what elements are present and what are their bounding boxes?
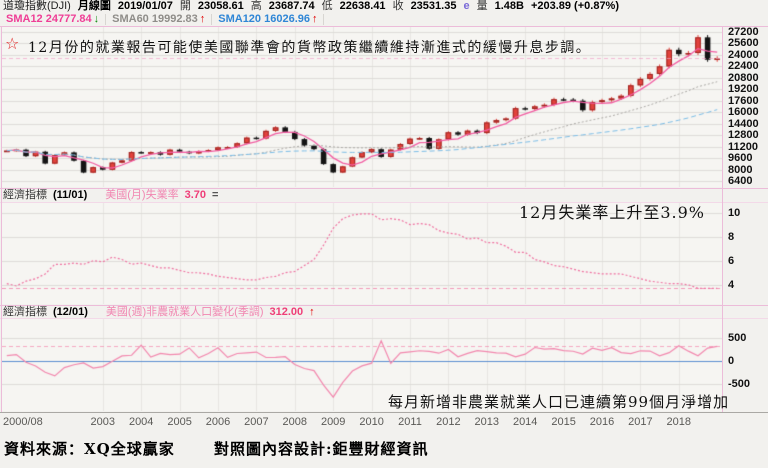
y-axis-tick-label: 25600: [728, 37, 759, 50]
x-axis-tick-label: 2017: [628, 416, 653, 428]
low-label: 低: [321, 0, 333, 12]
price-y-axis: 27200 25600 24000 22400 20800 19200 17600 16000…: [724, 26, 768, 188]
volume-value: 1.48B: [494, 0, 524, 12]
close-value: 23531.35: [410, 0, 457, 12]
payroll-indicator-name[interactable]: 美國(週)非農就業人口變化(季調): [105, 306, 264, 318]
y-axis-tick-label: 10: [728, 206, 741, 219]
y-axis-tick-label: 8000: [728, 163, 753, 176]
sma12-legend[interactable]: SMA12 24777.84 ↓: [0, 13, 107, 25]
x-axis-tick-label: 2000/08: [3, 416, 43, 428]
x-axis-tick-label: 2013: [474, 416, 500, 428]
x-axis-tick-label: 2015: [551, 416, 576, 428]
y-axis-tick-label: 24000: [728, 48, 759, 61]
close-label: 收: [392, 0, 404, 12]
panel-border-line: [0, 26, 768, 27]
x-axis-tick-label: 2008: [282, 416, 308, 428]
panel-border-line: [0, 202, 768, 203]
y-axis-tick-label: 11200: [728, 140, 758, 153]
y-axis-tick-label: 12800: [728, 129, 759, 142]
sma120-legend[interactable]: SMA120 16026.96 ↑: [212, 13, 325, 25]
sma60-value: SMA60 19992.83: [112, 13, 198, 25]
x-axis-tick-label: 2007: [244, 416, 269, 428]
axis-line: [0, 412, 768, 413]
high-value: 23687.74: [268, 0, 315, 12]
x-axis-tick-label: 2016: [589, 416, 615, 428]
open-label: 開: [179, 0, 191, 12]
y-axis-tick-label: 9600: [728, 152, 753, 165]
x-axis-tick-label: 2018: [666, 416, 692, 428]
period-label[interactable]: 月線圖: [77, 0, 111, 12]
y-axis-tick-label: 500: [728, 331, 747, 344]
sma120-value: SMA120 16026.96: [218, 13, 310, 25]
y-axis-tick-label: 16000: [728, 106, 759, 119]
unemployment-annotation: 12月失業率上升至3.9%: [519, 203, 706, 222]
moving-average-bar: SMA12 24777.84 ↓ SMA60 19992.83 ↑ SMA120…: [0, 13, 768, 26]
up-arrow-icon: ↑: [309, 306, 315, 318]
x-axis-tick-label: 2004: [128, 416, 154, 428]
x-axis-tick-label: 2003: [90, 416, 116, 428]
x-axis-tick-label: 2009: [320, 416, 346, 428]
payroll-canvas[interactable]: [2, 319, 722, 411]
unemployment-canvas[interactable]: [2, 203, 722, 304]
volume-label: 量: [476, 0, 488, 12]
open-value: 23058.61: [197, 0, 244, 12]
main-annotation: 12月份的就業報告可能使美國聯準會的貨幣政策繼續維持漸進式的緩慢升息步調。: [28, 40, 592, 56]
quote-date: 2019/01/07: [117, 0, 173, 12]
payroll-value: 312.00: [269, 306, 304, 318]
indicator-date: (12/01): [53, 306, 88, 318]
star-icon: ☆: [5, 36, 20, 53]
symbol-name: 道瓊指數(DJI): [3, 0, 71, 12]
main-price-canvas[interactable]: [2, 27, 722, 187]
x-axis-tick-label: 2014: [512, 416, 538, 428]
y-axis-tick-label: 0: [728, 354, 735, 367]
y-axis-tick-label: 6: [728, 254, 735, 267]
y-axis-tick-label: -500: [728, 378, 751, 391]
quote-bar: 道瓊指數(DJI) 月線圖 2019/01/07 開 23058.61 高 23…: [0, 0, 768, 13]
high-label: 高: [250, 0, 262, 12]
sma12-value: SMA12 24777.84: [6, 13, 92, 25]
indicator-panel-title: 經濟指標: [3, 189, 47, 201]
x-axis-tick-label: 2012: [436, 416, 461, 428]
panel-border-line: [0, 188, 768, 189]
payroll-panel-header: 經濟指標 (12/01) 美國(週)非農就業人口變化(季調) 312.00 ↑: [0, 306, 725, 319]
y-axis-tick-label: 27200: [728, 26, 759, 39]
y-axis-tick-label: 6400: [728, 175, 753, 188]
flat-arrow-icon: =: [212, 189, 219, 201]
x-axis-tick-label: 2011: [398, 416, 422, 428]
y-axis-tick-label: 20800: [728, 71, 759, 84]
y-axis-tick-label: 19200: [728, 83, 759, 96]
x-axis-tick-label: 2010: [359, 416, 384, 428]
time-x-axis: 2000/08 2003 2004 2005 2006 2007 2008 2009 2010 2…: [0, 415, 768, 430]
y-axis-tick-label: 14400: [728, 117, 759, 130]
indicator-date: (11/01): [53, 189, 88, 201]
payroll-annotation: 每月新增非農業就業人口已連續第99個月淨增加: [388, 393, 730, 411]
design-credit: 對照圖內容設計:鉅豐財經資訊: [214, 440, 429, 458]
unemployment-indicator-name[interactable]: 美國(月)失業率: [105, 189, 179, 201]
down-arrow-icon: ↓: [93, 13, 100, 25]
change-value: +203.89 (+0.87%): [530, 0, 620, 12]
y-axis-tick-label: 4: [728, 278, 735, 291]
low-value: 22638.41: [339, 0, 386, 12]
y-axis-tick-label: 17600: [728, 94, 759, 107]
estimate-flag: e: [463, 0, 470, 12]
panel-border-line: [0, 305, 768, 306]
up-arrow-icon: ↑: [199, 13, 206, 25]
unemployment-value: 3.70: [184, 189, 206, 201]
indicator-panel-title: 經濟指標: [3, 306, 47, 318]
x-axis-tick-label: 2005: [167, 416, 192, 428]
panel-border-line: [1, 26, 2, 412]
unemployment-panel-header: 經濟指標 (11/01) 美國(月)失業率 3.70 =: [0, 189, 725, 202]
y-axis-tick-label: 8: [728, 230, 735, 243]
unemployment-y-axis: 10 8 6 4: [724, 203, 768, 304]
panel-border-line: [722, 26, 723, 412]
data-source-credit: 資料來源：XQ全球贏家: [4, 440, 175, 458]
payroll-y-axis: 500 0 -500: [724, 319, 768, 411]
y-axis-tick-label: 22400: [728, 60, 759, 73]
sma60-legend[interactable]: SMA60 19992.83 ↑: [106, 13, 213, 25]
x-axis-tick-label: 2006: [205, 416, 231, 428]
up-arrow-icon: ↑: [311, 13, 318, 25]
panel-border-line: [0, 318, 768, 319]
